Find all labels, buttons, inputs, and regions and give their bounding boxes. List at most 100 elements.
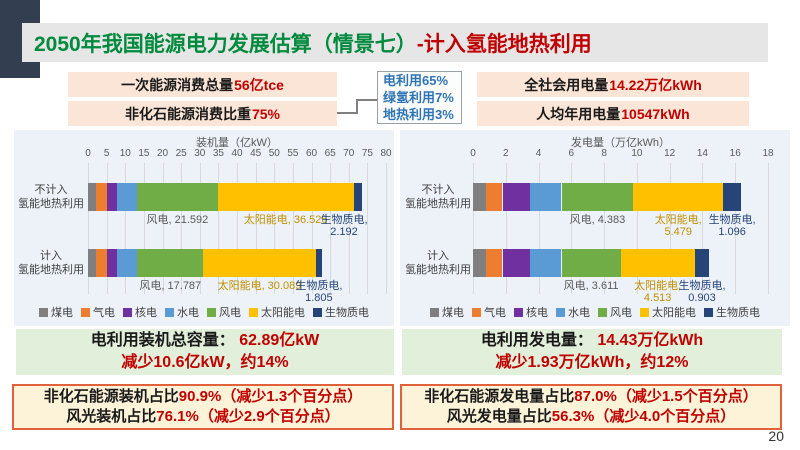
legend-swatch xyxy=(249,307,258,317)
bar-segment xyxy=(502,249,530,277)
gridline xyxy=(106,163,108,294)
legend-item: 太阳能电 xyxy=(640,304,696,320)
bar-segment xyxy=(315,249,323,277)
legend-label: 核电 xyxy=(526,307,548,319)
gridline xyxy=(473,163,474,294)
legend-swatch xyxy=(123,307,132,317)
stat-nonfossil-share: 非化石能源消费比重 75% xyxy=(68,101,337,126)
share-line: 风光发电量占比56.3%（减少4.0个百分点） xyxy=(447,407,735,427)
axis-tick-label: 10 xyxy=(631,148,643,159)
axis-tick-label: 18 xyxy=(762,148,774,159)
stat-total-electricity: 全社会用电量 14.22万亿kWh xyxy=(477,72,749,97)
share-note: （减少1.3个百分点） xyxy=(221,388,363,405)
axis-tick-label: 35 xyxy=(212,148,224,159)
axis-tick-label: 60 xyxy=(305,148,318,159)
gridline xyxy=(604,163,606,294)
bar-value-label: 生物质电, 1.805 xyxy=(295,280,343,304)
bar-segment xyxy=(95,183,108,211)
legend-item: 风电 xyxy=(598,304,632,320)
legend-item: 风电 xyxy=(207,304,241,320)
gridline xyxy=(255,163,257,294)
bar-value-label: 风电, 4.383 xyxy=(569,214,626,226)
gridline xyxy=(538,163,540,294)
legend-label: 生物质电 xyxy=(325,307,369,319)
bar-segment xyxy=(353,183,362,211)
bar-value-label: 风电, 17.787 xyxy=(139,280,202,292)
share-label: 非化石能源装机占比 xyxy=(43,388,179,405)
gridline xyxy=(571,163,573,294)
slide-title: 2050年我国能源电力发展估算（情景七） xyxy=(34,32,417,56)
bar-segment xyxy=(217,183,354,211)
gridline xyxy=(274,163,276,294)
axis-tick-label: 8 xyxy=(601,148,607,159)
bar-segment xyxy=(561,249,621,277)
utilization-line: 地热利用3% xyxy=(383,107,454,122)
axis-tick-label: 2 xyxy=(502,148,509,159)
gridline xyxy=(143,163,145,294)
legend-swatch xyxy=(640,307,649,317)
stat-value: 10547kWh xyxy=(621,105,690,122)
bar-segment xyxy=(95,249,108,277)
generation-chart: 发电量（万亿kWh） 0 2 4 6 8 10 12 14 16 18 不计入 氢能地热利用 风电, 4… xyxy=(400,130,790,326)
gridline xyxy=(162,163,164,294)
summary-reduction: 减少1.93万亿kWh，约12% xyxy=(495,354,689,371)
legend-swatch xyxy=(165,307,174,317)
bar-value-label: 生物质电, 0.903 xyxy=(678,280,726,304)
axis-tick-label: 5 xyxy=(103,148,110,159)
utilization-line: 电利用65% xyxy=(383,73,449,88)
gridline xyxy=(505,163,507,294)
legend-item: 太阳能电 xyxy=(249,304,305,320)
axis-tick-label: 70 xyxy=(343,148,355,159)
generation-summary-box: 电利用发电量： 14.43万亿kWh 减少1.93万亿kWh，约12% xyxy=(402,329,782,375)
bar-segment xyxy=(88,249,96,277)
utilization-callout: 电利用65% 绿氢利用7% 地热利用3% xyxy=(377,71,462,124)
bar-segment xyxy=(473,183,487,211)
legend-label: 太阳能电 xyxy=(261,307,305,319)
axis-tick-label: 30 xyxy=(194,148,206,159)
axis-tick-label: 0 xyxy=(85,148,91,159)
chart-legend: 煤电 气电 核电 水电 风电 太阳能电 生物质电 xyxy=(400,304,790,320)
legend-item: 煤电 xyxy=(430,304,464,320)
summary-line: 电利用发电量： 14.43万亿kWh xyxy=(481,330,703,352)
page-number: 20 xyxy=(768,428,784,444)
summary-label: 电利用装机总容量： xyxy=(90,332,235,349)
share-value: 56.3% xyxy=(551,408,595,425)
utilization-line: 绿氢利用7% xyxy=(383,90,454,105)
axis-title: 发电量（万亿kWh） xyxy=(571,137,670,149)
bar-value-label: 生物质电, 2.192 xyxy=(320,214,368,238)
axis-tick-label: 50 xyxy=(268,148,280,159)
stat-per-capita-electricity: 人均年用电量 10547kWh xyxy=(477,101,749,126)
share-line: 非化石能源发电量占比87.0%（减少1.5个百分点） xyxy=(424,387,757,407)
gridline xyxy=(181,163,183,294)
axis-title: 装机量（亿kW） xyxy=(196,137,278,149)
bar-segment xyxy=(473,249,487,277)
axis-tick-label: 65 xyxy=(324,148,336,159)
legend-swatch xyxy=(39,307,48,317)
legend-item: 气电 xyxy=(81,304,115,320)
axis-tick-label: 16 xyxy=(729,148,741,159)
legend-swatch xyxy=(556,307,565,317)
share-note: （减少2.9个百分点） xyxy=(198,408,340,425)
axis-tick-label: 55 xyxy=(287,148,299,159)
bar-segment xyxy=(117,183,138,211)
axis-tick-label: 80 xyxy=(380,148,392,159)
stat-value: 14.22万亿kWh xyxy=(609,76,702,93)
bar-segment xyxy=(529,183,562,211)
slide-title-bar: 2050年我国能源电力发展估算（情景七） -计入氢能地热利用 xyxy=(22,23,768,62)
axis-tick-label: 75 xyxy=(361,148,373,159)
legend-label: 煤电 xyxy=(442,307,464,319)
summary-value: 14.43万亿kWh xyxy=(597,332,704,349)
bar-segment xyxy=(137,183,218,211)
gridline xyxy=(199,163,201,294)
legend-label: 气电 xyxy=(484,307,506,319)
legend-label: 风电 xyxy=(219,307,241,319)
share-value: 90.9% xyxy=(178,388,222,405)
legend-item: 煤电 xyxy=(39,304,73,320)
connector-line xyxy=(356,99,358,114)
legend-label: 水电 xyxy=(177,307,199,319)
category-label: 不计入 氢能地热利用 xyxy=(405,184,471,210)
legend-label: 气电 xyxy=(93,307,115,319)
stat-label: 非化石能源消费比重 xyxy=(124,105,251,122)
bar-value-label: 太阳能电, 4.513 xyxy=(634,280,682,304)
legend-label: 太阳能电 xyxy=(652,307,696,319)
